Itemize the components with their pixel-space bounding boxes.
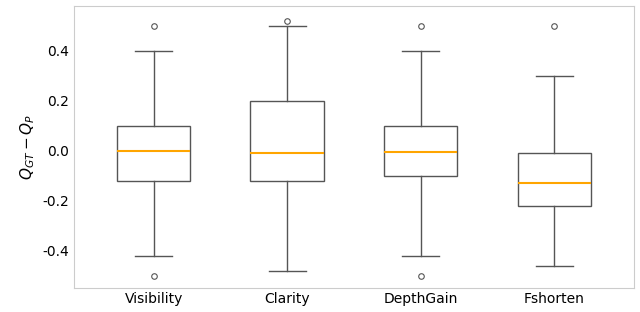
PathPatch shape (117, 126, 190, 181)
PathPatch shape (250, 101, 324, 181)
PathPatch shape (518, 153, 591, 206)
Y-axis label: $Q_{GT} - Q_P$: $Q_{GT} - Q_P$ (19, 114, 37, 180)
PathPatch shape (384, 126, 458, 176)
